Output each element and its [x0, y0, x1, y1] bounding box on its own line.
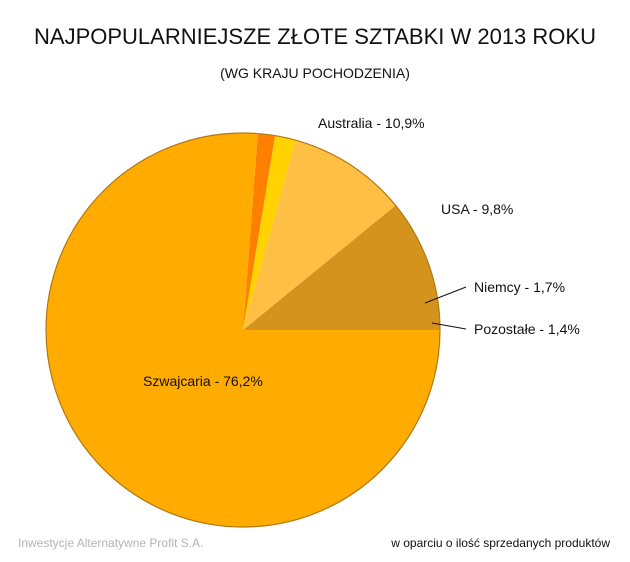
- source-text: Inwestycje Alternatywne Profit S.A.: [18, 536, 203, 550]
- pie-slice-niemcy: [243, 135, 296, 330]
- slice-label-niemcy: Niemcy - 1,7%: [474, 279, 565, 295]
- pie-outline: [45, 132, 441, 528]
- pie-slice-australia: [243, 205, 440, 330]
- chart-title: NAJPOPULARNIEJSZE ZŁOTE SZTABKI W 2013 R…: [34, 24, 596, 49]
- pie-slice-szwajcaria: [45, 133, 441, 528]
- pie-slices: [45, 132, 441, 528]
- leader-pozostale: [431, 322, 467, 330]
- pie-slice-usa: [243, 140, 396, 330]
- leader-niemcy: [424, 286, 467, 304]
- slice-label-australia: Australia - 10,9%: [318, 115, 425, 131]
- chart-subtitle: (WG KRAJU POCHODZENIA): [220, 65, 410, 81]
- slice-label-szwajcaria: Szwajcaria - 76,2%: [143, 373, 263, 389]
- note-text: w oparciu o ilość sprzedanych produktów: [390, 536, 610, 550]
- label-leaders: [424, 286, 467, 330]
- slice-label-usa: USA - 9,8%: [441, 201, 513, 217]
- pie-slice-pozostale: [243, 133, 276, 330]
- slice-label-pozostale: Pozostałe - 1,4%: [474, 321, 580, 337]
